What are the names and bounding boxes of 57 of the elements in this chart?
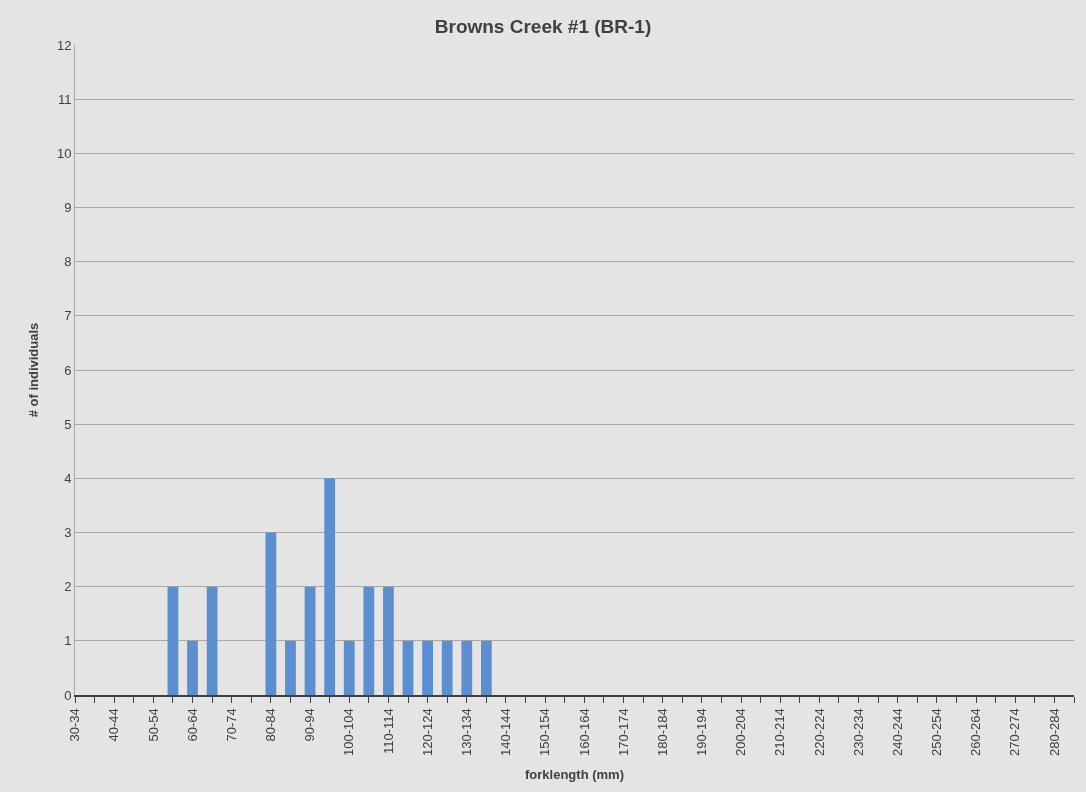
bar bbox=[206, 586, 218, 695]
bar bbox=[422, 640, 433, 695]
x-tick-label: 110-114 bbox=[380, 708, 396, 754]
x-tick-label: 30-34 bbox=[67, 708, 83, 742]
y-tick-label: 3 bbox=[64, 525, 72, 541]
x-tick-label: 160-164 bbox=[576, 708, 592, 756]
x-tick-label: 140-144 bbox=[498, 708, 514, 756]
x-tick-label: 170-174 bbox=[615, 708, 631, 756]
bar bbox=[304, 586, 316, 695]
x-tick-label: 70-74 bbox=[223, 708, 239, 742]
y-tick-label: 9 bbox=[64, 200, 72, 216]
y-tick-label: 12 bbox=[56, 37, 72, 53]
x-tick-label: 250-254 bbox=[929, 708, 945, 756]
bar bbox=[265, 532, 277, 695]
x-tick-label: 220-224 bbox=[811, 708, 827, 756]
y-tick-label: 5 bbox=[64, 416, 72, 432]
x-tick-label: 180-184 bbox=[654, 708, 670, 756]
bar bbox=[167, 586, 179, 695]
y-axis-title: # of individuals bbox=[25, 322, 41, 418]
y-tick-label: 0 bbox=[64, 687, 72, 703]
y-tick-label: 2 bbox=[64, 579, 72, 595]
x-axis-title: forklength (mm) bbox=[525, 767, 624, 783]
x-tick-label: 270-274 bbox=[1007, 708, 1023, 756]
bar bbox=[461, 640, 473, 695]
x-tick-label: 80-84 bbox=[263, 708, 279, 742]
bar bbox=[383, 586, 394, 695]
x-tick-label: 90-94 bbox=[302, 708, 318, 742]
x-tick-label: 100-104 bbox=[341, 708, 357, 756]
bar bbox=[441, 640, 453, 695]
chart-title: Browns Creek #1 (BR-1) bbox=[434, 16, 652, 38]
y-tick-label: 8 bbox=[64, 254, 72, 270]
x-tick-label: 130-134 bbox=[458, 708, 474, 756]
y-tick-label: 1 bbox=[64, 633, 72, 649]
x-tick-label: 190-194 bbox=[694, 708, 710, 756]
bar bbox=[285, 640, 296, 695]
bar bbox=[324, 478, 336, 695]
x-tick-label: 210-214 bbox=[772, 708, 788, 756]
y-tick-label: 7 bbox=[64, 308, 72, 324]
y-tick-label: 10 bbox=[56, 145, 72, 161]
bar bbox=[363, 586, 375, 695]
x-tick-label: 240-244 bbox=[889, 708, 905, 756]
x-tick-label: 150-154 bbox=[537, 708, 553, 756]
x-tick-label: 60-64 bbox=[184, 708, 200, 742]
x-tick-label: 230-234 bbox=[850, 708, 866, 756]
x-tick-label: 40-44 bbox=[106, 708, 122, 742]
bar bbox=[402, 640, 414, 695]
x-tick-label: 280-284 bbox=[1046, 708, 1062, 756]
x-tick-label: 260-264 bbox=[968, 708, 984, 756]
bar bbox=[480, 640, 492, 695]
x-tick-label: 200-204 bbox=[733, 708, 749, 756]
bar bbox=[187, 640, 198, 695]
y-tick-label: 4 bbox=[64, 470, 72, 486]
y-tick-label: 11 bbox=[57, 91, 72, 107]
bar bbox=[343, 640, 355, 695]
x-tick-label: 120-124 bbox=[419, 708, 435, 756]
y-tick-label: 6 bbox=[64, 362, 72, 378]
x-tick-label: 50-54 bbox=[145, 708, 161, 742]
